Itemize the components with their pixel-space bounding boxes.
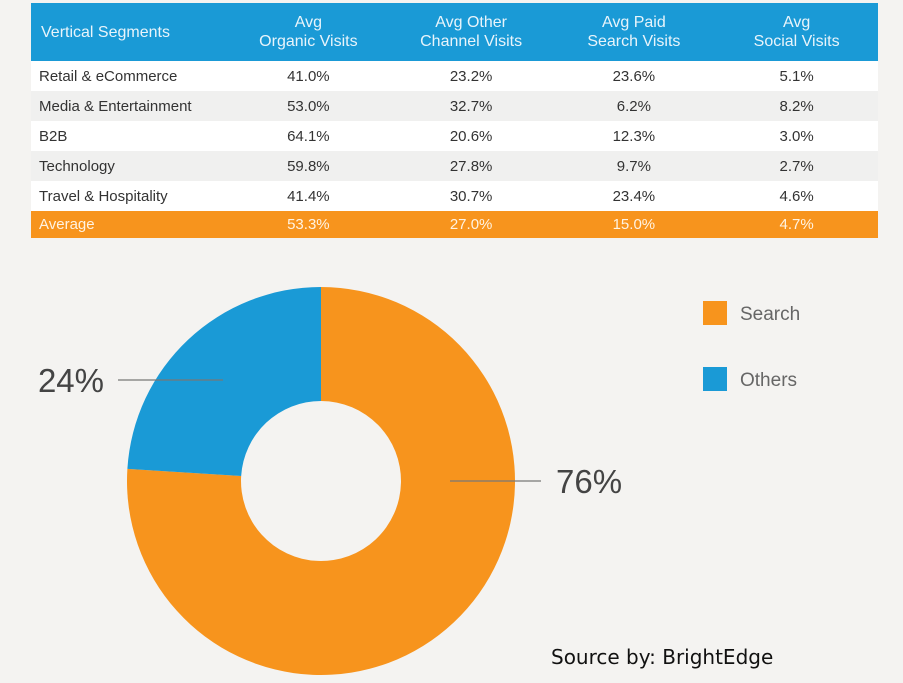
header-line2: Channel Visits — [420, 33, 523, 50]
paid-search-cell: 9.7% — [552, 151, 716, 181]
organic-cell: 41.4% — [227, 181, 390, 211]
visits-table-container: Vertical Segments Avg Organic Visits Avg… — [31, 3, 878, 238]
header-organic: Avg Organic Visits — [227, 3, 390, 61]
average-organic-cell: 53.3% — [227, 211, 390, 238]
paid-search-cell: 6.2% — [552, 91, 716, 121]
organic-cell: 64.1% — [227, 121, 390, 151]
segment-cell: Retail & eCommerce — [31, 61, 227, 91]
visits-table: Vertical Segments Avg Organic Visits Avg… — [31, 3, 878, 238]
table-row: Technology 59.8% 27.8% 9.7% 2.7% — [31, 151, 878, 181]
header-line2: Social Visits — [753, 33, 840, 50]
donut-chart: 76% 24% Search Others — [38, 287, 800, 675]
header-line1: Vertical Segments — [41, 23, 170, 41]
value-label-others: 24% — [38, 362, 104, 399]
source-credit: Source by: BrightEdge — [551, 645, 774, 669]
other-channel-cell: 23.2% — [389, 61, 553, 91]
slice-search — [127, 287, 516, 675]
header-line2: Search Visits — [587, 33, 681, 50]
segment-cell: Media & Entertainment — [31, 91, 227, 121]
table-row: B2B 64.1% 20.6% 12.3% 3.0% — [31, 121, 878, 151]
header-vertical-segments: Vertical Segments — [31, 3, 227, 61]
social-cell: 4.6% — [715, 181, 878, 211]
social-cell: 8.2% — [715, 91, 878, 121]
average-social-cell: 4.7% — [715, 211, 878, 238]
table-row: Retail & eCommerce 41.0% 23.2% 23.6% 5.1… — [31, 61, 878, 91]
other-channel-cell: 32.7% — [389, 91, 553, 121]
organic-cell: 59.8% — [227, 151, 390, 181]
social-cell: 3.0% — [715, 121, 878, 151]
legend-swatch-search — [703, 301, 727, 325]
header-line2: Organic Visits — [259, 33, 358, 50]
organic-cell: 53.0% — [227, 91, 390, 121]
table-header-row: Vertical Segments Avg Organic Visits Avg… — [31, 3, 878, 61]
average-paid-search-cell: 15.0% — [552, 211, 716, 238]
social-cell: 2.7% — [715, 151, 878, 181]
organic-cell: 41.0% — [227, 61, 390, 91]
average-row: Average 53.3% 27.0% 15.0% 4.7% — [31, 211, 878, 238]
paid-search-cell: 23.6% — [552, 61, 716, 91]
header-line1: Avg Other — [435, 14, 507, 31]
segment-cell: Technology — [31, 151, 227, 181]
header-other-channel: Avg Other Channel Visits — [389, 3, 553, 61]
slice-others — [127, 287, 321, 476]
segment-cell: B2B — [31, 121, 227, 151]
header-line1: Avg — [782, 14, 811, 31]
legend-label-search: Search — [740, 304, 800, 325]
legend-swatch-others — [703, 367, 727, 391]
other-channel-cell: 20.6% — [389, 121, 553, 151]
table-row: Travel & Hospitality 41.4% 30.7% 23.4% 4… — [31, 181, 878, 211]
header-social: Avg Social Visits — [715, 3, 878, 61]
social-cell: 5.1% — [715, 61, 878, 91]
average-label-cell: Average — [31, 211, 227, 238]
legend-label-others: Others — [740, 370, 797, 391]
paid-search-cell: 23.4% — [552, 181, 716, 211]
segment-cell: Travel & Hospitality — [31, 181, 227, 211]
other-channel-cell: 27.8% — [389, 151, 553, 181]
other-channel-cell: 30.7% — [389, 181, 553, 211]
paid-search-cell: 12.3% — [552, 121, 716, 151]
header-paid-search: Avg Paid Search Visits — [552, 3, 716, 61]
table-row: Media & Entertainment 53.0% 32.7% 6.2% 8… — [31, 91, 878, 121]
value-label-search: 76% — [556, 463, 622, 500]
average-other-channel-cell: 27.0% — [389, 211, 553, 238]
header-line1: Avg Paid — [602, 14, 666, 31]
header-line1: Avg — [294, 14, 323, 31]
